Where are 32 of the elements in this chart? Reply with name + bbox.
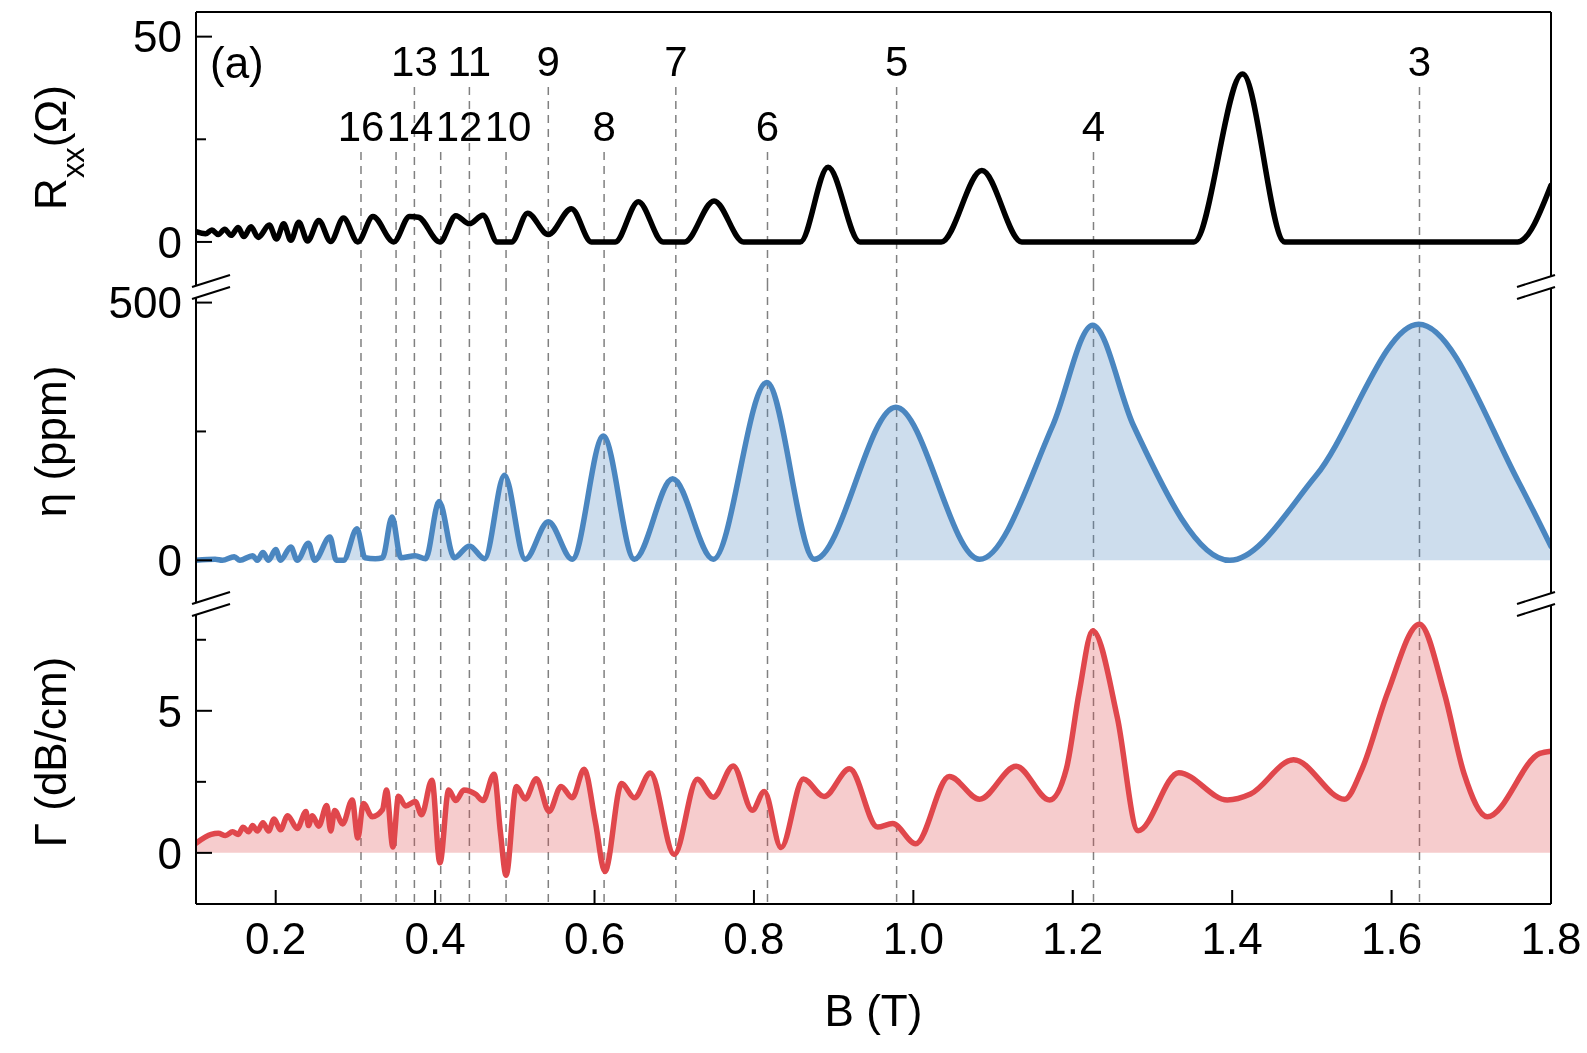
x-tick-label: 1.8 bbox=[1520, 914, 1582, 963]
annotation: 8 bbox=[592, 103, 616, 151]
annotation: 3 bbox=[1407, 38, 1432, 86]
x-tick-label: 0.6 bbox=[563, 914, 626, 963]
text: (a) bbox=[210, 38, 264, 87]
x-tick-label: 0.2 bbox=[245, 914, 307, 963]
y-tick-label: 50 bbox=[133, 12, 182, 62]
y-tick-label: 0 bbox=[157, 536, 182, 586]
x-tick-label: 0.4 bbox=[404, 914, 466, 963]
annotation: 5 bbox=[884, 38, 909, 86]
y-tick-label: 500 bbox=[108, 278, 182, 328]
x-axis-title: B (T) bbox=[824, 986, 923, 1035]
annotation: 13 bbox=[391, 38, 438, 86]
y-tick-label: 5 bbox=[157, 686, 182, 736]
x-tick-label: 0.8 bbox=[723, 914, 785, 963]
annotation: 14 bbox=[386, 103, 434, 151]
x-tick-label: 1.2 bbox=[1042, 914, 1104, 963]
annotation: 16 bbox=[337, 103, 385, 151]
y-axis-title: Γ (dB/cm) bbox=[26, 656, 75, 848]
annotation: 10 bbox=[484, 103, 532, 151]
x-tick-label: 1.6 bbox=[1361, 914, 1423, 963]
annotation: 6 bbox=[755, 103, 780, 151]
x-tick-label: 1.4 bbox=[1201, 914, 1263, 963]
y-axis-title: η (ppm) bbox=[26, 365, 75, 518]
annotation: 7 bbox=[664, 38, 688, 86]
x-tick-label: 1.0 bbox=[882, 914, 944, 963]
annotation: 4 bbox=[1081, 103, 1106, 151]
annotation: 12 bbox=[435, 103, 483, 151]
y-tick-label: 0 bbox=[157, 828, 182, 878]
y-tick-label: 0 bbox=[157, 217, 182, 267]
annotation: 11 bbox=[447, 38, 492, 86]
annotation: 9 bbox=[536, 38, 560, 86]
